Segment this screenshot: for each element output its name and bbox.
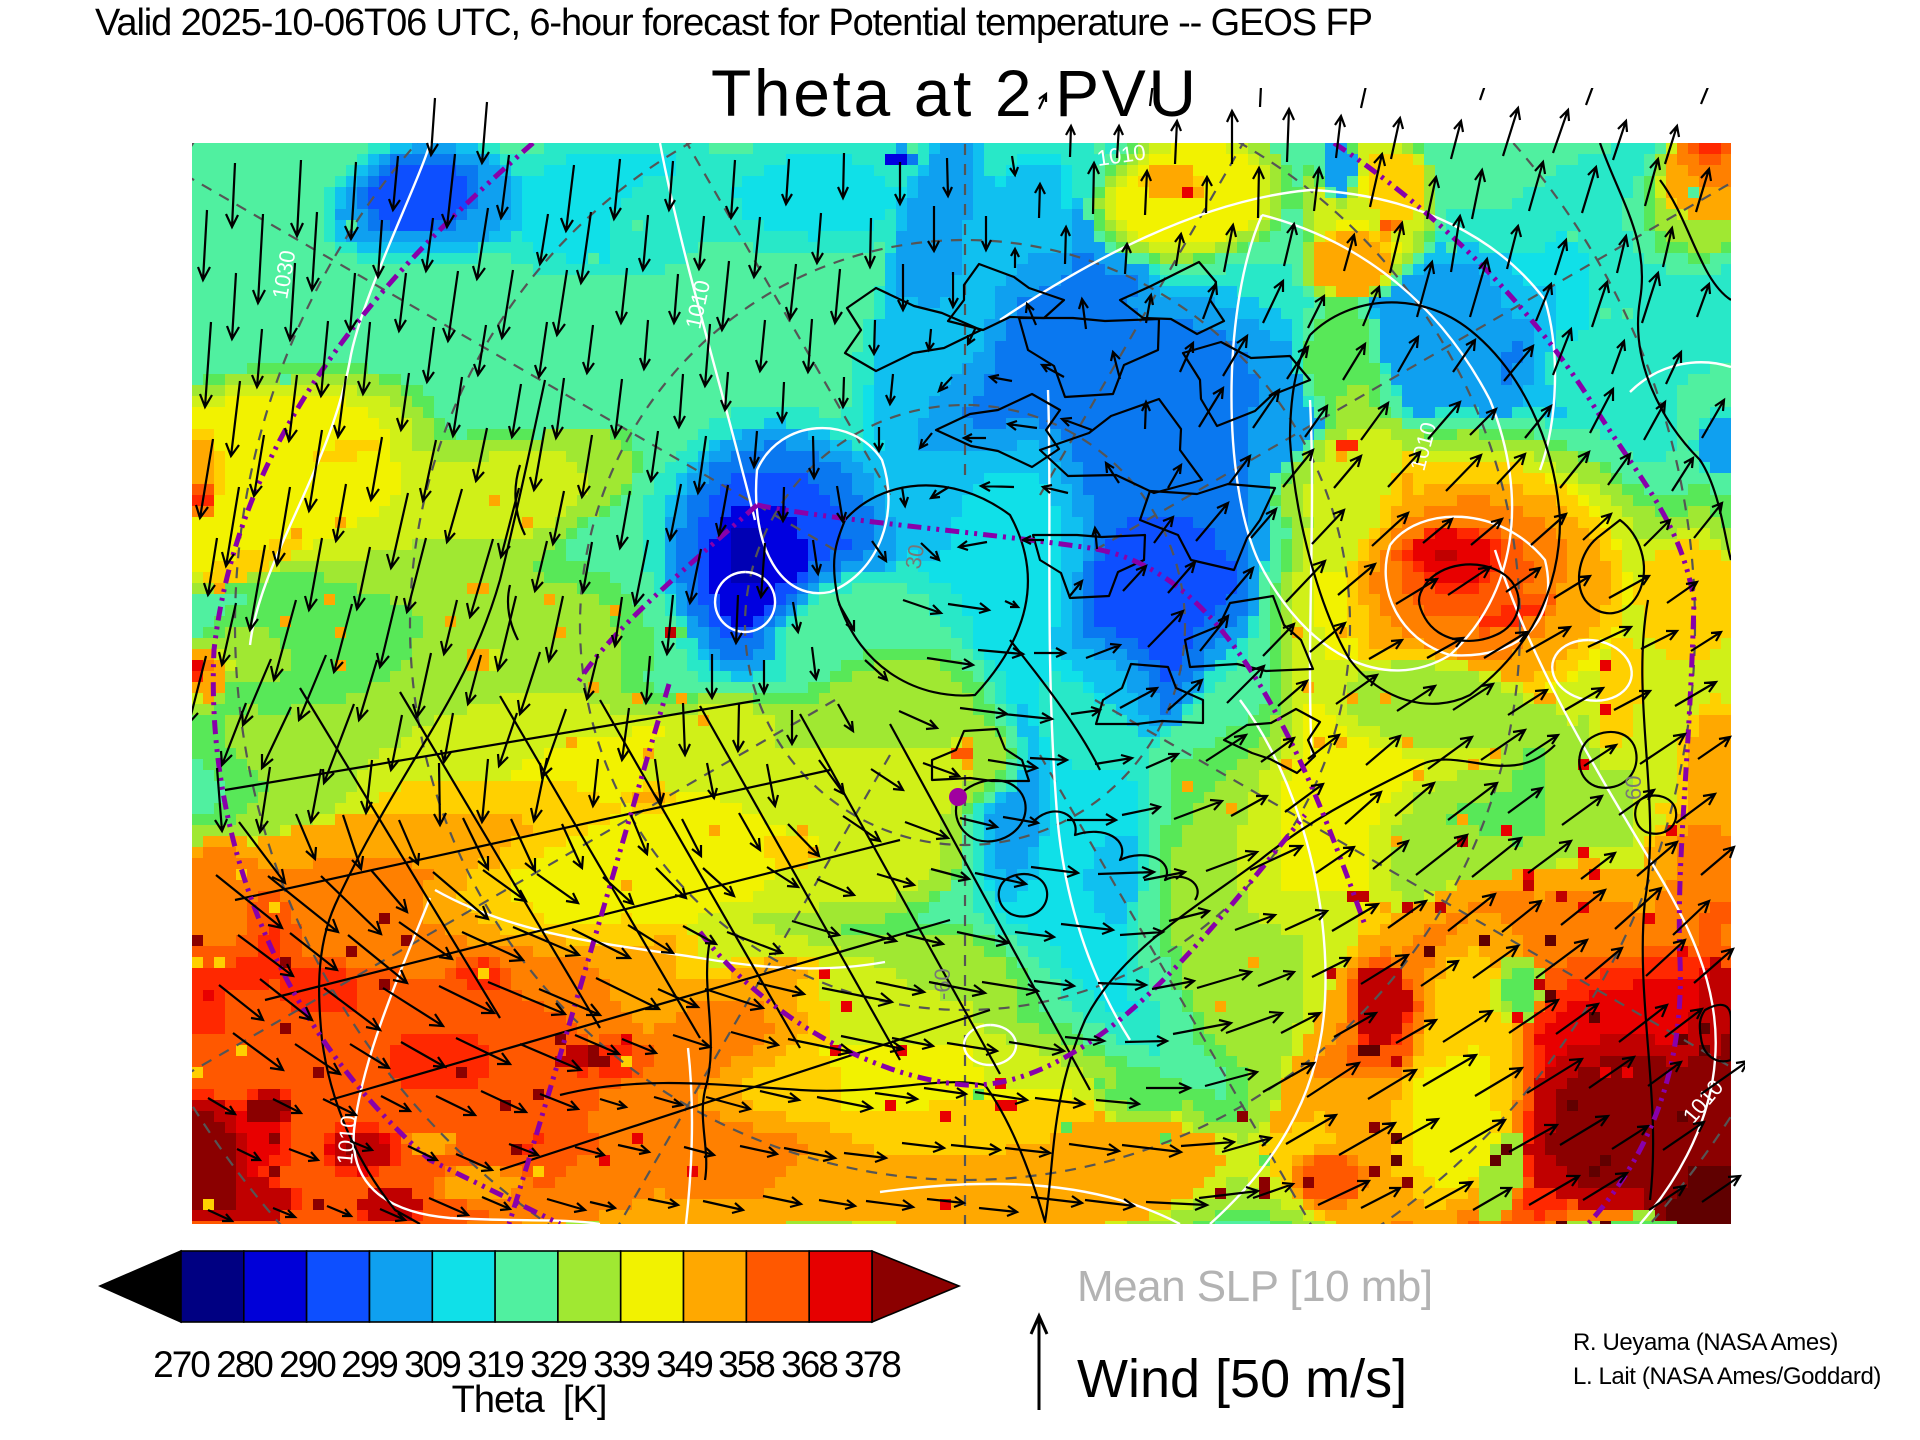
svg-text:378: 378 xyxy=(844,1344,900,1385)
svg-text:319: 319 xyxy=(467,1344,523,1385)
svg-text:349: 349 xyxy=(656,1344,712,1385)
svg-text:Theta [K]: Theta [K] xyxy=(452,1379,607,1421)
svg-text:368: 368 xyxy=(781,1344,837,1385)
svg-text:280: 280 xyxy=(216,1344,273,1385)
svg-text:270: 270 xyxy=(153,1344,210,1385)
svg-text:358: 358 xyxy=(718,1344,774,1385)
svg-text:309: 309 xyxy=(404,1344,460,1385)
svg-text:290: 290 xyxy=(279,1344,336,1385)
svg-text:60: 60 xyxy=(1621,776,1646,800)
svg-text:329: 329 xyxy=(530,1344,586,1385)
svg-text:299: 299 xyxy=(341,1344,397,1385)
svg-text:1010: 1010 xyxy=(332,1114,361,1165)
svg-text:339: 339 xyxy=(593,1344,649,1385)
